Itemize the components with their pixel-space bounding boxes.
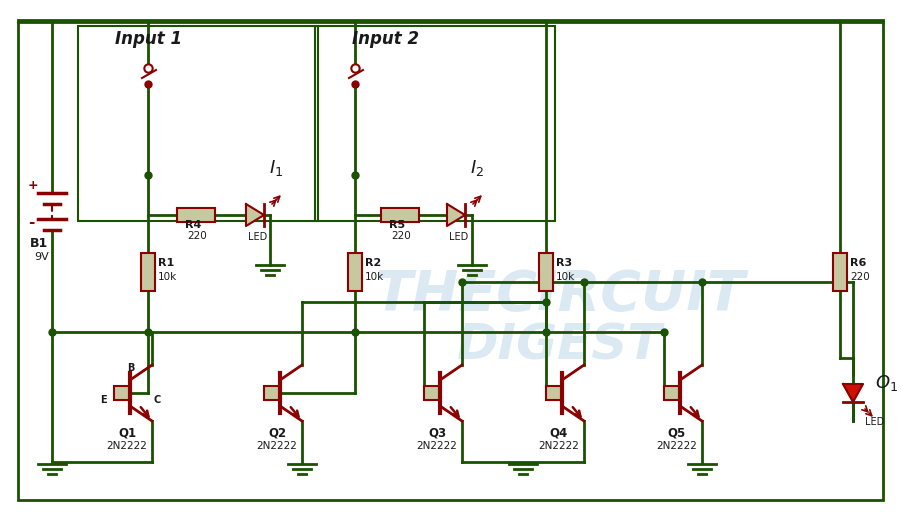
Polygon shape	[246, 204, 264, 226]
Bar	[78, 26, 318, 221]
Text: LED: LED	[865, 417, 884, 427]
Polygon shape	[447, 204, 465, 226]
Polygon shape	[843, 384, 863, 402]
Text: 220: 220	[850, 272, 869, 282]
Text: +: +	[28, 179, 39, 192]
Text: Input 1: Input 1	[115, 30, 182, 48]
Text: Q2: Q2	[268, 427, 286, 440]
Text: R1: R1	[158, 258, 174, 268]
Text: Q5: Q5	[668, 427, 687, 440]
Text: Q4: Q4	[550, 427, 569, 440]
Text: 2N2222: 2N2222	[416, 441, 458, 451]
Text: R5: R5	[389, 220, 405, 230]
Bar	[833, 253, 847, 291]
Bar	[424, 386, 440, 400]
Text: 10k: 10k	[365, 272, 384, 282]
Bar	[177, 208, 215, 222]
Text: DIGEST: DIGEST	[458, 321, 663, 369]
Text: 10k: 10k	[158, 272, 177, 282]
Text: R6: R6	[850, 258, 867, 268]
Text: 2N2222: 2N2222	[657, 441, 697, 451]
Text: 220: 220	[391, 231, 411, 241]
Bar	[664, 386, 680, 400]
Text: LED: LED	[449, 232, 469, 242]
Text: 220: 220	[187, 231, 206, 241]
Bar	[315, 26, 555, 221]
Text: Input 2: Input 2	[352, 30, 419, 48]
Text: R3: R3	[556, 258, 572, 268]
Text: $\mathit{I}_1$: $\mathit{I}_1$	[269, 158, 283, 178]
Text: B: B	[127, 363, 134, 373]
Bar	[141, 253, 155, 291]
Text: E: E	[100, 395, 106, 405]
Bar	[348, 253, 362, 291]
Text: LED: LED	[248, 232, 268, 242]
Text: R2: R2	[365, 258, 381, 268]
Text: $\mathit{O}_1$: $\mathit{O}_1$	[875, 373, 898, 393]
Bar	[114, 386, 130, 400]
Text: Q1: Q1	[118, 427, 136, 440]
Bar	[539, 253, 553, 291]
Text: $\mathit{I}_2$: $\mathit{I}_2$	[470, 158, 484, 178]
Bar	[264, 386, 280, 400]
Text: 2N2222: 2N2222	[257, 441, 297, 451]
Text: C: C	[154, 395, 161, 405]
Text: 10k: 10k	[556, 272, 575, 282]
Text: THECIRCUIT: THECIRCUIT	[375, 268, 745, 322]
Text: 2N2222: 2N2222	[106, 441, 148, 451]
Text: 9V: 9V	[34, 252, 49, 262]
Text: B1: B1	[30, 237, 49, 250]
Text: 2N2222: 2N2222	[539, 441, 579, 451]
Text: R4: R4	[185, 220, 202, 230]
Bar	[381, 208, 419, 222]
Text: -: -	[28, 215, 34, 230]
Bar	[546, 386, 562, 400]
Text: Q3: Q3	[428, 427, 446, 440]
